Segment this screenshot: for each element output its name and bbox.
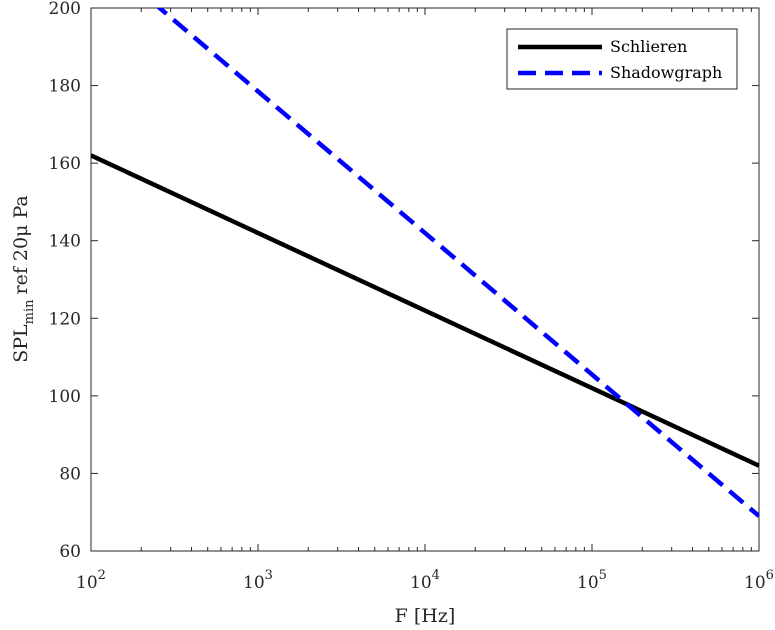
- series-line-schlieren: [91, 153, 759, 468]
- x-tick-base: 10: [577, 573, 599, 593]
- y-tick-label: 100: [49, 387, 81, 407]
- x-axis-title: F [Hz]: [395, 605, 456, 627]
- x-tick-exponent: 3: [265, 568, 273, 583]
- x-tick-base: 10: [243, 573, 265, 593]
- y-tick-label: 160: [49, 154, 81, 174]
- y-axis-title-sub: min: [22, 299, 37, 324]
- x-tick-exponent: 6: [766, 568, 774, 583]
- y-tick-label: 200: [49, 0, 81, 19]
- x-tick-exponent: 4: [432, 568, 440, 583]
- y-tick-label: 80: [59, 464, 81, 484]
- x-tick-base: 10: [744, 573, 766, 593]
- legend-label-schlieren: Schlieren: [610, 37, 687, 56]
- x-tick-label: 103: [243, 568, 273, 593]
- major-ticks: [90, 7, 760, 552]
- y-tick-label: 120: [49, 309, 81, 329]
- legend-box: [506, 28, 738, 90]
- x-tick-base: 10: [410, 573, 432, 593]
- y-tick-label: 180: [49, 77, 81, 97]
- y-axis-title: SPLmin ref 20μ Pa: [10, 195, 37, 363]
- y-tick-label: 140: [49, 232, 81, 252]
- legend-label-shadowgraph: Shadowgraph: [610, 63, 722, 82]
- x-tick-exponent: 5: [599, 568, 607, 583]
- x-tick-exponent: 2: [98, 568, 106, 583]
- legend: Schlieren Shadowgraph: [506, 28, 738, 90]
- y-axis-title-main: SPL: [10, 324, 32, 363]
- x-tick-base: 10: [76, 573, 98, 593]
- y-axis-title-rest: ref 20μ Pa: [10, 195, 32, 294]
- plot-area: [90, 7, 760, 552]
- x-tick-labels: 102 103 104 105 106: [76, 568, 774, 593]
- series-line-shadowgraph: [156, 8, 759, 518]
- series-layer: [91, 8, 759, 518]
- x-tick-label: 105: [577, 568, 607, 593]
- x-tick-label: 104: [410, 568, 440, 593]
- x-minor-ticks: [140, 8, 752, 551]
- y-tick-label: 60: [59, 542, 81, 562]
- y-tick-labels: 60 80 100 120 140 160 180 200: [49, 0, 81, 562]
- x-tick-label: 106: [744, 568, 774, 593]
- x-tick-label: 102: [76, 568, 106, 593]
